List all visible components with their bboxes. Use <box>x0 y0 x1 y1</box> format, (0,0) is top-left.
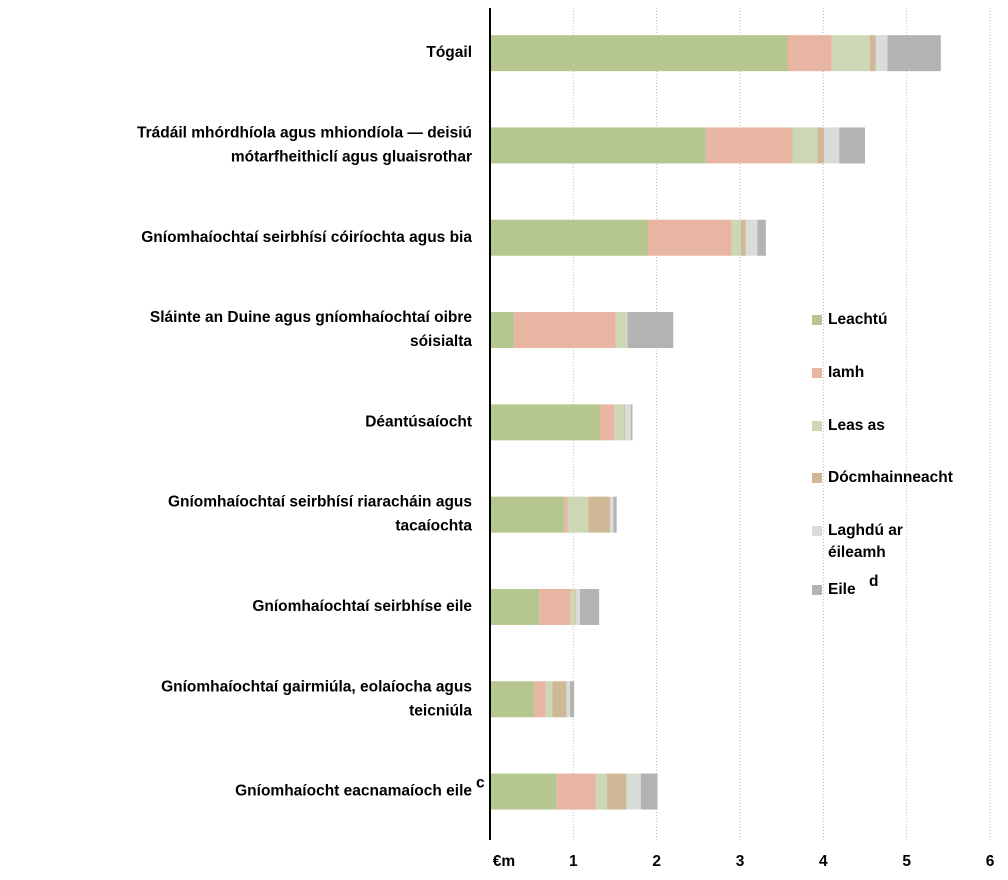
bar-segment <box>490 773 557 810</box>
bar-segment <box>490 35 788 72</box>
bar-segment <box>831 35 870 72</box>
bar-segment <box>757 219 766 256</box>
bar-segment <box>539 588 571 625</box>
legend-label: Leas as <box>828 417 885 434</box>
bar-segment <box>490 404 600 441</box>
bar-segment <box>534 681 546 718</box>
category-label: Gníomhaíochtaí seirbhísí cóiríochta agus… <box>141 229 472 246</box>
legend-swatch <box>812 526 822 536</box>
bar-segment <box>875 35 888 72</box>
x-tick-label: 3 <box>736 853 745 870</box>
legend-label: Iamh <box>828 364 864 381</box>
bar-segment <box>614 404 625 441</box>
x-tick-label: 4 <box>819 853 828 870</box>
bar-segment <box>588 496 610 533</box>
bar-segment <box>745 219 758 256</box>
bar-segment <box>490 681 535 718</box>
legend-label: Dócmhainneacht <box>828 469 953 486</box>
category-label: Gníomhaíochtaí seirbhíse eile <box>252 598 472 615</box>
bar-segment <box>824 127 840 164</box>
bar-segment <box>490 588 540 625</box>
legend-note: d <box>869 573 878 590</box>
bar-segment <box>731 219 741 256</box>
legend-swatch <box>812 315 822 325</box>
bar-segment <box>615 312 627 349</box>
category-label: Trádáil mhórdhíola agus mhiondíola — dei… <box>137 125 472 166</box>
bar-segment <box>556 773 596 810</box>
bar-segment <box>740 219 746 256</box>
bar-segment <box>566 681 570 718</box>
legend-swatch <box>812 421 822 431</box>
bar-segment <box>570 588 575 625</box>
bar-segment <box>490 312 515 349</box>
bar-segment <box>626 773 641 810</box>
bar-segment <box>625 404 631 441</box>
legend-swatch <box>812 473 822 483</box>
category-label: Sláinte an Duine agus gníomhaíochtaí oib… <box>150 309 472 350</box>
bar-segment <box>570 681 575 718</box>
bar-segment <box>545 681 553 718</box>
bar-segment <box>490 219 648 256</box>
x-tick-label: 6 <box>986 853 995 870</box>
category-label: Gníomhaíochtaí seirbhísí riaracháin agus… <box>168 494 472 535</box>
bar-segment <box>514 312 616 349</box>
bar-segment <box>490 496 565 533</box>
bar-segment <box>624 404 625 441</box>
bar-segment <box>610 496 614 533</box>
legend-label: Eile <box>828 581 856 598</box>
x-tick-label: 1 <box>569 853 578 870</box>
legend-swatch <box>812 368 822 378</box>
category-label: Tógail <box>426 44 472 61</box>
category-label: Gníomhaíochtaí gairmiúla, eolaíocha agus… <box>161 678 472 719</box>
bar-segment <box>705 127 793 164</box>
category-label: Gníomhaíocht eacnamaíoch eile <box>235 783 472 800</box>
bar-segment <box>552 681 567 718</box>
bar-segment <box>626 312 628 349</box>
category-note: c <box>476 775 485 792</box>
bar-segment <box>575 588 580 625</box>
bar-segment <box>647 219 732 256</box>
bar-segment <box>567 496 589 533</box>
legend-label: Laghdú ar éileamh <box>828 522 903 561</box>
bar-segment <box>817 127 825 164</box>
bar-segment <box>887 35 941 72</box>
bar-segment <box>606 773 627 810</box>
x-tick-label: €m <box>493 853 515 870</box>
bar-segment <box>595 773 607 810</box>
bar-segment <box>640 773 658 810</box>
bar-segment <box>575 588 576 625</box>
bar-segment <box>613 496 617 533</box>
bar-segment <box>600 404 615 441</box>
bar-segment <box>792 127 818 164</box>
bar-segment <box>564 496 568 533</box>
category-label: Déantúsaíocht <box>365 413 472 430</box>
bar-segment <box>490 127 706 164</box>
x-tick-label: 2 <box>652 853 661 870</box>
legend-swatch <box>812 585 822 595</box>
bar-segment <box>630 404 633 441</box>
x-tick-label: 5 <box>902 853 911 870</box>
bar-segment <box>839 127 865 164</box>
bar-segment <box>870 35 876 72</box>
legend-label: Leachtú <box>828 311 887 328</box>
bar-segment <box>787 35 832 72</box>
bar-segment <box>580 588 600 625</box>
bar-segment <box>627 312 674 349</box>
